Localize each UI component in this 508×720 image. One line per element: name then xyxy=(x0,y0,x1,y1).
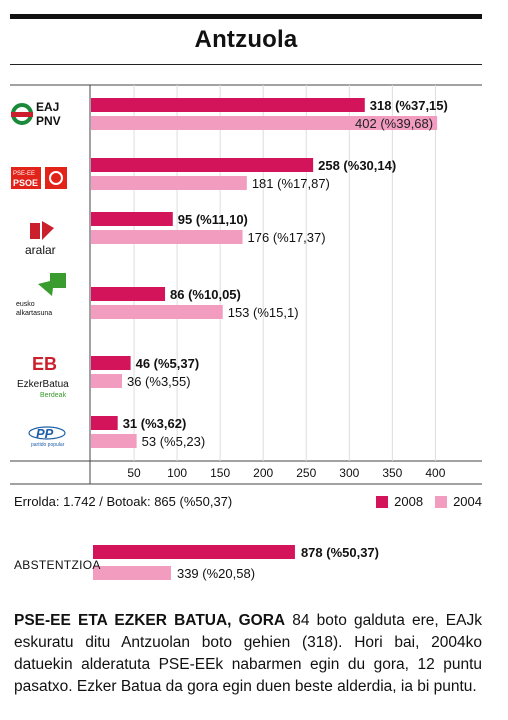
bar-value-label: 181 (%17,87) xyxy=(252,176,330,191)
legend-label-2008: 2008 xyxy=(394,494,424,509)
bar-2008-aralar xyxy=(91,212,173,226)
bar-value-label: 153 (%15,1) xyxy=(228,305,299,320)
abstention-value-label: 878 (%50,37) xyxy=(301,545,379,560)
bar-value-label: 176 (%17,37) xyxy=(248,230,326,245)
ea-logo: eusko alkartasuna xyxy=(16,273,66,317)
bar-2008-eajpnv xyxy=(91,98,365,112)
bar-2008-ezkerbatua xyxy=(91,356,131,370)
x-tick-label: 50 xyxy=(127,466,141,480)
bar-value-label: 86 (%10,05) xyxy=(170,287,241,302)
legend-swatch-2004 xyxy=(435,495,448,508)
abstention-value-label: 339 (%20,58) xyxy=(177,566,255,581)
bar-2008-pp xyxy=(91,416,118,430)
chart-title: Antzuola xyxy=(194,26,298,53)
bar-value-label: 258 (%30,14) xyxy=(318,158,396,173)
x-tick-label: 100 xyxy=(167,466,187,480)
abstention-label: ABSTENTZIOA xyxy=(14,558,101,572)
electorate-stats: Errolda: 1.742 / Botoak: 865 (%50,37) xyxy=(14,494,233,509)
legend-swatch-2008 xyxy=(376,495,389,508)
legend: 2008 2004 xyxy=(376,494,482,509)
x-tick-label: 200 xyxy=(253,466,273,480)
svg-text:aralar: aralar xyxy=(25,243,56,257)
bar-2004-eajpnv xyxy=(91,116,438,130)
bar-value-label: 46 (%5,37) xyxy=(136,356,200,371)
bar-2004-ezkerbatua xyxy=(91,374,122,388)
bar-value-label: 36 (%3,55) xyxy=(127,374,191,389)
bar-2004-pseee xyxy=(91,176,247,190)
bar-2008-pseee xyxy=(91,158,314,172)
aralar-logo: aralar xyxy=(25,221,56,257)
svg-text:PSOE: PSOE xyxy=(13,178,38,188)
x-tick-label: 400 xyxy=(425,466,445,480)
bar-value-label: 53 (%5,23) xyxy=(142,434,206,449)
abstention-bar-2008 xyxy=(93,545,295,559)
eaj-pnv-logo: EAJ PNV xyxy=(11,100,61,128)
ezker-batua-logo: EB EzkerBatua Berdeak xyxy=(17,354,69,399)
svg-text:alkartasuna: alkartasuna xyxy=(16,310,52,317)
title-rule xyxy=(10,64,482,65)
bar-value-label: 95 (%11,10) xyxy=(178,212,248,227)
x-tick-label: 150 xyxy=(210,466,230,480)
svg-text:EzkerBatua: EzkerBatua xyxy=(17,379,69,390)
bars: 318 (%37,15) 258 (%30,14) 95 (%11,10) 86 (%… xyxy=(91,98,448,449)
chart-footer: Errolda: 1.742 / Botoak: 865 (%50,37) 20… xyxy=(10,494,482,514)
bar-2008-ea xyxy=(91,287,166,301)
svg-text:EAJ: EAJ xyxy=(36,100,59,114)
description-text: PSE-EE ETA EZKER BATUA, GORA 84 boto gal… xyxy=(14,610,482,698)
bar-2004-pp xyxy=(91,434,137,448)
svg-text:PSE-EE: PSE-EE xyxy=(13,171,35,177)
bar-2004-aralar xyxy=(91,230,243,244)
bar-value-label: 402 (%39,68) xyxy=(355,116,433,131)
x-tick-label: 250 xyxy=(296,466,316,480)
description-body: 84 boto galduta ere, EAJk eskuratu ditu … xyxy=(14,612,482,695)
svg-text:PNV: PNV xyxy=(36,114,61,128)
gridlines xyxy=(133,85,436,461)
svg-text:eusko: eusko xyxy=(16,301,35,308)
pp-logo: PP partido popular xyxy=(28,426,66,448)
svg-text:partido popular: partido popular xyxy=(31,442,65,448)
svg-text:PP: PP xyxy=(36,426,54,441)
x-tick-label: 350 xyxy=(382,466,402,480)
pse-ee-logo: PSE-EE PSOE xyxy=(11,167,67,189)
svg-text:EB: EB xyxy=(32,354,57,374)
abstention-bar-2004 xyxy=(93,566,171,580)
legend-label-2004: 2004 xyxy=(453,494,482,509)
abstention-bars: 878 (%50,37) 339 (%20,58) xyxy=(93,545,379,581)
bar-value-label: 318 (%37,15) xyxy=(370,98,448,113)
svg-text:Berdeak: Berdeak xyxy=(40,392,67,399)
description-lead: PSE-EE ETA EZKER BATUA, GORA xyxy=(14,612,286,629)
bar-2004-ea xyxy=(91,305,223,319)
x-tick-label: 300 xyxy=(339,466,359,480)
top-rule xyxy=(10,14,482,19)
x-tick-labels: 50 100 150 200 250 300 350 400 xyxy=(127,466,445,480)
bar-value-label: 31 (%3,62) xyxy=(123,416,187,431)
